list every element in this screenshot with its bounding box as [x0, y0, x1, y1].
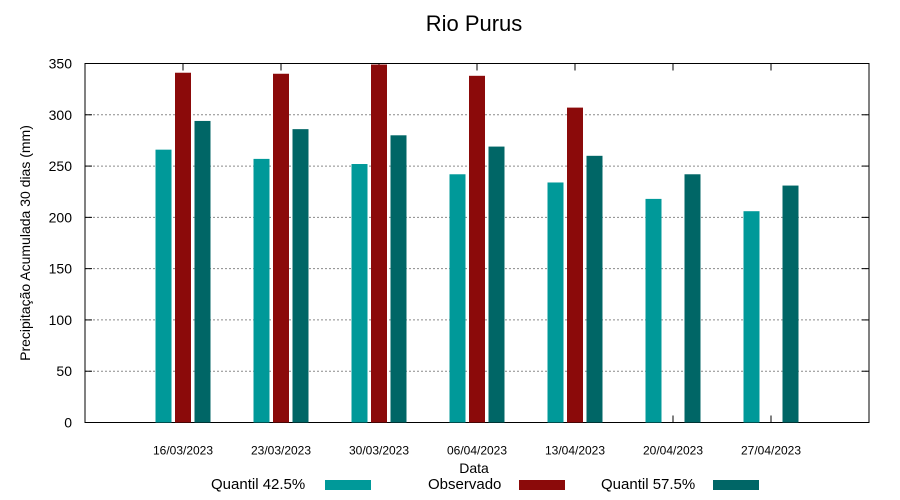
bar: [253, 158, 270, 423]
legend-swatch: [519, 480, 565, 490]
legend-label: Quantil 42.5%: [211, 476, 305, 493]
bars: [155, 64, 799, 423]
bar: [371, 64, 387, 423]
bar: [292, 129, 309, 423]
x-tick-label: 30/03/2023: [349, 444, 409, 458]
bar: [547, 182, 564, 423]
x-axis-label: Data: [459, 460, 489, 476]
bar: [567, 107, 583, 423]
legend-swatch: [713, 480, 759, 490]
x-tick-label: 13/04/2023: [545, 444, 605, 458]
x-tick-label: 16/03/2023: [153, 444, 213, 458]
bar: [194, 120, 211, 423]
y-tick-label: 100: [49, 312, 73, 328]
bar: [449, 174, 466, 423]
bar: [586, 155, 603, 423]
bar: [684, 174, 701, 423]
x-tick-label: 20/04/2023: [643, 444, 703, 458]
bar: [351, 164, 368, 423]
x-tick-label: 27/04/2023: [741, 444, 801, 458]
bar: [390, 135, 407, 423]
y-axis-ticks: 0 50 100 150 200 250 300 350: [49, 56, 869, 431]
bar: [488, 146, 505, 423]
y-tick-label: 350: [49, 56, 73, 72]
y-tick-label: 0: [64, 415, 72, 431]
x-tick-label: 06/04/2023: [447, 444, 507, 458]
y-tick-label: 300: [49, 107, 73, 123]
bar: [175, 72, 191, 423]
x-axis-ticks: 16/03/2023 23/03/2023 30/03/2023 06/04/2023…: [153, 63, 801, 458]
legend-swatch: [325, 480, 371, 490]
legend-label: Observado: [428, 476, 501, 493]
bar: [782, 185, 799, 423]
bar: [273, 73, 289, 423]
y-tick-label: 150: [49, 261, 73, 277]
legend: Quantil 42.5% Observado Quantil 57.5%: [211, 476, 759, 493]
y-tick-label: 200: [49, 209, 73, 225]
bar: [155, 149, 172, 423]
y-tick-label: 250: [49, 158, 73, 174]
chart-title: Rio Purus: [426, 11, 523, 36]
legend-label: Quantil 57.5%: [601, 476, 695, 493]
x-tick-label: 23/03/2023: [251, 444, 311, 458]
bar: [469, 75, 485, 423]
y-axis-label: Precipitação Acumulada 30 dias (mm): [17, 125, 33, 361]
y-tick-label: 50: [56, 363, 72, 379]
bar: [645, 198, 662, 423]
bar: [743, 211, 760, 423]
